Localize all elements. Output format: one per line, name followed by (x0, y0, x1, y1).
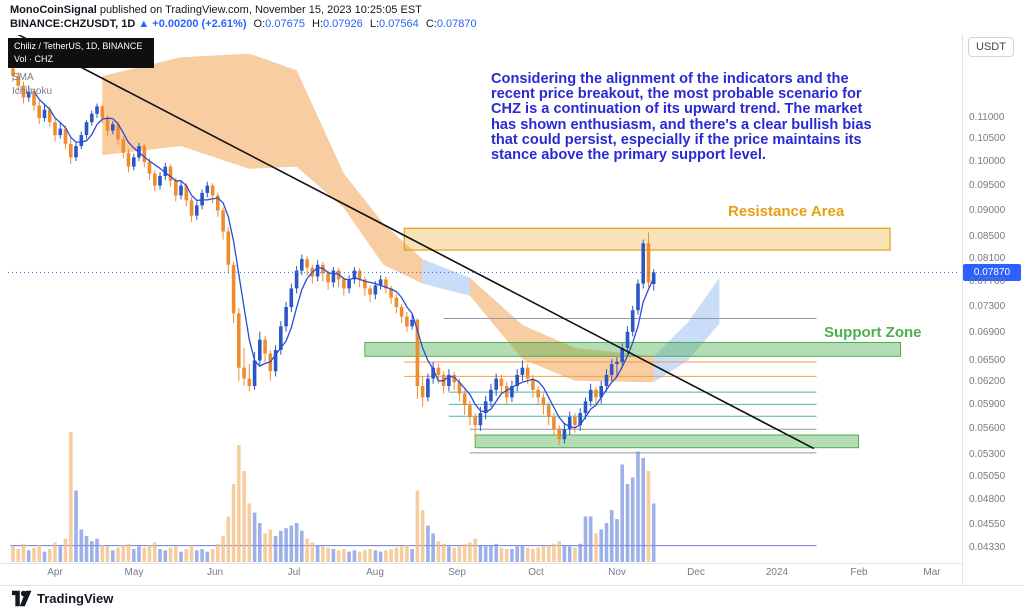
price-tick: 0.05300 (969, 449, 1006, 460)
price-tick: 0.06500 (969, 355, 1006, 366)
high-value: 0.07926 (323, 18, 363, 30)
close-value: 0.07870 (436, 18, 477, 30)
time-tick: Jul (287, 567, 301, 578)
currency-toggle-button[interactable]: USDT (968, 37, 1014, 57)
time-tick: Mar (923, 567, 941, 578)
volume-layer (11, 432, 656, 562)
price-axis[interactable]: 0.07870 0.11000 0.10500 0.10000 0.09500 0.09… (963, 0, 1024, 585)
price-tick: 0.06900 (969, 327, 1006, 338)
time-tick: Feb (850, 567, 868, 578)
chart-legend[interactable]: Chiliz / TetherUS, 1D, BINANCE Vol · CHZ (8, 38, 154, 68)
symbol-ohlc-row: BINANCE:CHZUSDT, 1D ▲ +0.00200 (+2.61%) … (10, 17, 477, 31)
price-tick: 0.09000 (969, 205, 1006, 216)
time-tick: May (124, 567, 144, 578)
descending-trendline (17, 35, 815, 450)
time-axis-separator (0, 563, 962, 564)
legend-volume: Vol · CHZ (14, 54, 54, 64)
close-label: C: (425, 18, 437, 30)
price-tick: 0.10000 (969, 156, 1006, 167)
support-zone-box (474, 434, 860, 449)
price-tick: 0.04330 (969, 542, 1006, 553)
legend-title: Chiliz / TetherUS, 1D, BINANCE (14, 41, 143, 51)
price-tick: 0.04800 (969, 494, 1006, 505)
last-price-badge: 0.07870 (963, 264, 1021, 281)
time-tick: Jun (206, 567, 224, 578)
plot-area (8, 35, 958, 562)
price-axis-separator (962, 34, 963, 585)
price-tick: 0.08100 (969, 253, 1006, 264)
zones-layer (364, 227, 902, 449)
analysis-annotation-text: Considering the alignment of the indicat… (491, 71, 872, 164)
time-tick: 2024 (765, 567, 789, 578)
tradingview-brand[interactable]: TradingView (12, 590, 113, 607)
change-arrow-icon: ▲ (138, 18, 150, 30)
time-tick: Nov (608, 567, 626, 578)
candles-layer (11, 62, 656, 446)
open-value: 0.07675 (265, 18, 305, 30)
price-tick: 0.10500 (969, 133, 1006, 144)
high-label: H: (312, 18, 323, 30)
time-tick: Dec (687, 567, 705, 578)
price-tick: 0.11000 (969, 112, 1005, 123)
publisher-name: MonoCoinSignal (10, 4, 97, 16)
legend-sma: SMA (12, 72, 34, 83)
sma-line (33, 90, 655, 429)
open-label: O: (253, 18, 266, 30)
tradingview-wordmark: TradingView (37, 591, 114, 606)
time-axis[interactable]: Apr May Jun Jul Aug Sep Oct Nov Dec 2024 Feb Mar (0, 565, 962, 585)
price-tick: 0.07700 (969, 276, 1006, 287)
price-tick: 0.05900 (969, 399, 1006, 410)
price-tick: 0.07300 (969, 301, 1006, 312)
price-tick: 0.09500 (969, 180, 1006, 191)
support-zone-label: Support Zone (824, 324, 922, 341)
price-tick: 0.04550 (969, 519, 1006, 530)
resistance-area-label: Resistance Area (728, 203, 845, 220)
publish-info: MonoCoinSignal published on TradingView.… (10, 3, 422, 17)
price-tick: 0.06200 (969, 376, 1006, 387)
publish-text: published on TradingView.com, November 1… (96, 4, 422, 16)
price-tick: 0.05600 (969, 423, 1006, 434)
footer-separator (0, 585, 1024, 586)
time-tick: Oct (528, 567, 544, 578)
symbol-name[interactable]: BINANCE:CHZUSDT, 1D (10, 18, 136, 30)
time-tick: Aug (366, 567, 384, 578)
price-tick: 0.05050 (969, 471, 1006, 482)
low-label: L: (369, 18, 380, 30)
time-tick: Apr (47, 567, 63, 578)
tradingview-logo (12, 590, 32, 607)
price-tick: 0.08500 (969, 231, 1006, 242)
footer-bar: TradingView (0, 586, 1024, 611)
change-value: +0.00200 (+2.61%) (152, 18, 247, 30)
low-value: 0.07564 (379, 18, 419, 30)
legend-ichimoku: Ichimoku (12, 86, 53, 97)
time-tick: Sep (448, 567, 466, 578)
